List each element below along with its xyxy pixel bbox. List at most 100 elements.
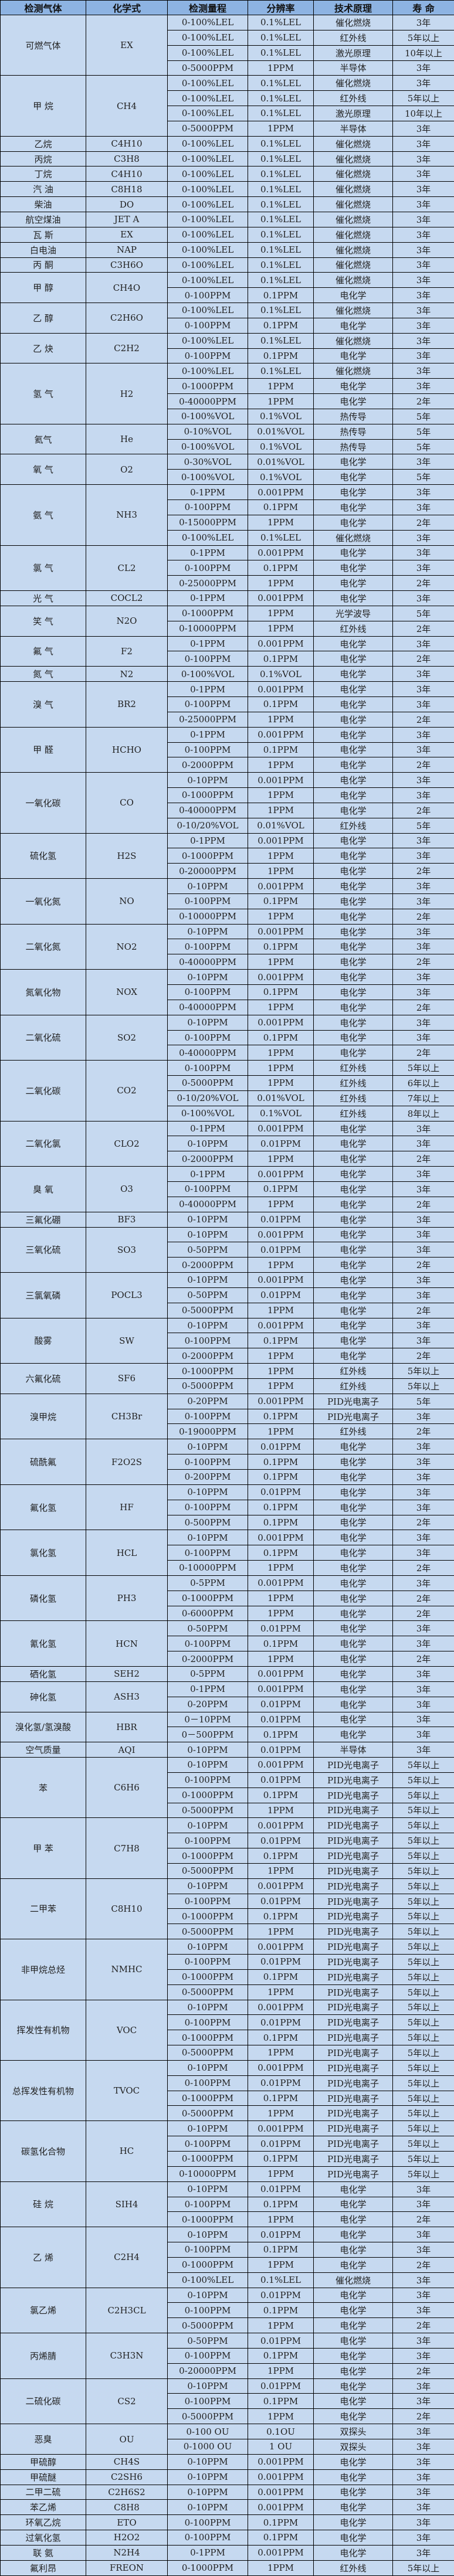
resolution-cell: 0.001PPM [248,1939,314,1955]
lifespan-cell: 5年以上 [392,1787,454,1803]
technology-cell: 催化燃烧 [313,75,393,91]
lifespan-cell: 3年 [392,348,454,364]
resolution-cell: 0.1PPM [248,1545,314,1561]
lifespan-cell: 2年 [392,2211,454,2228]
gas-name-cell: 环氧乙烷 [0,2514,86,2531]
range-cell: 0-1000PPM [167,1908,248,1925]
range-cell: 0-1PPM [167,590,248,606]
technology-cell: 电化学 [313,1620,393,1637]
table-row: 氢 气 H2 0-100%LEL 0.1%LEL 催化燃烧 3年 [0,363,454,424]
chemical-formula-cell: NO2 [86,923,168,970]
gas-name-cell: 二氧化硫 [0,1014,86,1061]
resolution-cell: 1PPM [248,1151,314,1167]
chemical-formula-cell: POCL3 [86,1272,168,1318]
lifespan-cell: 5年以上 [392,1923,454,1940]
range-cell: 0-100PPM [167,2014,248,2031]
lifespan-cell: 3年 [392,272,454,288]
table-row: 0-100PPM 0.1PPM 电化学 3年 [1,1029,454,1046]
technology-cell: 电化学 [313,1605,393,1622]
resolution-cell: 0.001PPM [248,2484,314,2500]
range-cell: 0-10PPM [167,2378,248,2394]
lifespan-cell: 5年以上 [392,1802,454,1819]
range-cell: 0-10/20%VOL [167,817,248,834]
chemical-formula-cell: F2O2S [86,1439,168,1485]
gas-name-cell: 二甲二硫 [0,2484,86,2500]
range-cell: 0-5000PPM [167,1302,248,1318]
resolution-cell: 0.01PPM [248,1696,314,1712]
gas-name-cell: 甲 醇 [0,272,86,304]
lifespan-cell: 2年 [392,393,454,409]
range-cell: 0-5000PPM [167,2408,248,2425]
range-cell: 0-1000PPM [167,1969,248,1985]
technology-cell: 电化学 [313,1560,393,1576]
range-cell: 0-100PPM [167,1333,248,1349]
gas-name-cell: 挥发性有机物 [0,1999,86,2061]
gas-name-cell: 丙烯腈 [0,2333,86,2379]
lifespan-cell: 10年以上 [392,106,454,121]
lifespan-cell: 5年以上 [392,1908,454,1925]
table-row: 氯 气 CL2 0-1PPM 0.001PPM 电化学 3年 [0,545,454,592]
chemical-formula-cell: H2O2 [86,2530,168,2546]
range-cell: 0-100PPM [167,2347,248,2364]
lifespan-cell: 3年 [392,1484,454,1500]
technology-cell: PID光电离子 [313,1833,393,1849]
resolution-cell: 0.01PPM [248,1484,314,1500]
resolution-cell: 0.1PPM [248,2302,314,2319]
gas-name-cell: 一氧化氮 [0,878,86,925]
resolution-cell: 0.1%LEL [248,529,314,546]
technology-cell: 电化学 [313,1014,393,1031]
gas-name-cell: 丙 酮 [0,257,86,273]
range-cell: 0-2000PPM [167,1348,248,1364]
chemical-formula-cell: CH3Br [86,1393,168,1440]
range-cell: 0-10PPM [167,1530,248,1546]
resolution-cell: 0.1%LEL [248,45,314,61]
resolution-cell: 1PPM [248,2317,314,2334]
lifespan-cell: 3年 [392,1666,454,1682]
lifespan-cell: 3年 [392,923,454,940]
range-cell: 0-100PPM [167,1833,248,1849]
gas-name-cell: 六氟化硫 [0,1363,86,1394]
lifespan-cell: 2年 [392,1605,454,1622]
range-cell: 0-100%VOL [167,666,248,682]
chemical-formula-cell: SW [86,1317,168,1364]
lifespan-cell: 3年 [392,1727,454,1743]
resolution-cell: 0.001PPM [248,1817,314,1834]
gas-name-cell: 柴油 [0,196,86,212]
lifespan-cell: 2年 [392,1590,454,1606]
resolution-cell: 1PPM [248,908,314,925]
gas-name-cell: 氧 气 [0,454,86,485]
technology-cell: 电化学 [313,742,393,758]
table-row: 氮氧化物 NOX 0-10PPM 0.001PPM 电化学 3年 [0,969,454,1015]
resolution-cell: 0.001PPM [248,878,314,894]
resolution-cell: 0.1PPM [248,1454,314,1470]
table-row: 挥发性有机物 VOC 0-10PPM 0.001PPM PID光电离子 5年以上 [0,1999,454,2061]
lifespan-cell: 5年以上 [392,2560,454,2576]
range-cell: 0-10PPM [167,969,248,985]
range-cell: 0-2000PPM [167,1651,248,1667]
table-row: 0-100PPM 0.01PPM PID光电离子 5年以上 [1,1772,454,1788]
range-cell: 0-10PPM [167,1272,248,1288]
lifespan-cell: 3年 [392,893,454,909]
resolution-cell: 0.001PPM [248,2499,314,2516]
table-row: 0-2000PPM 1PPM 电化学 2年 [1,757,454,773]
lifespan-cell: 2年 [392,2256,454,2273]
chemical-formula-cell: AQI [86,1742,168,1758]
resolution-cell: 0.01%VOL [248,1090,314,1106]
resolution-cell: 1PPM [248,1605,314,1622]
resolution-cell: 0.001PPM [248,1120,314,1137]
technology-cell: PID光电离子 [313,2014,393,2031]
lifespan-cell: 3年 [392,984,454,1000]
chemical-formula-cell: JET A [86,211,168,227]
technology-cell: 电化学 [313,757,393,773]
range-cell: 0-10PPM [167,1136,248,1152]
resolution-cell: 1PPM [248,1060,314,1076]
resolution-cell: 1PPM [248,1560,314,1576]
lifespan-cell: 5年以上 [392,1878,454,1894]
chemical-formula-cell: PH3 [86,1575,168,1622]
resolution-cell: 0.001PPM [248,1226,314,1243]
lifespan-cell: 5年以上 [392,1939,454,1955]
table-row: 氯乙烯 C2H3CL 0-10PPM 0.01PPM 电化学 3年 [0,2287,454,2334]
lifespan-cell: 3年 [392,2393,454,2410]
lifespan-cell: 3年 [392,196,454,212]
range-cell: 0-1000PPM [167,2090,248,2106]
